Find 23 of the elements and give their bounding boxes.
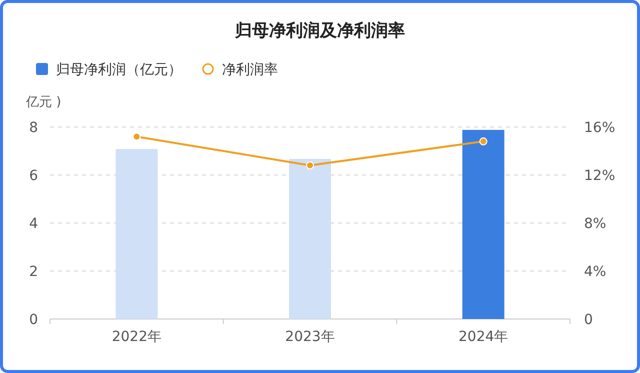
y-tick-label: 4: [29, 216, 38, 232]
y-tick-label: 0: [29, 312, 38, 328]
x-tick-label: 2022年: [112, 329, 162, 345]
y-axis-title: 亿元 ): [25, 95, 62, 110]
y-tick-label: 6: [29, 168, 38, 184]
x-tick-label: 2024年: [458, 329, 508, 345]
y2-tick-label: 4%: [584, 264, 606, 280]
y-tick-label: 8: [29, 120, 38, 136]
y-tick-label: 2: [29, 264, 38, 280]
legend-label: 归母净利润（亿元）: [56, 62, 182, 78]
bar: [116, 149, 158, 319]
y2-tick-label: 0: [584, 312, 593, 328]
point: [132, 132, 141, 141]
y2-tick-label: 12%: [584, 168, 616, 184]
y2-tick-label: 8%: [584, 216, 606, 232]
chart-title: 归母净利润及净利润率: [234, 21, 405, 41]
point: [479, 137, 488, 146]
y2-tick-label: 16%: [584, 120, 616, 136]
bar: [289, 158, 331, 319]
x-tick-label: 2023年: [285, 329, 335, 345]
point: [306, 161, 314, 170]
legend-label: 净利润率: [222, 62, 278, 78]
bar: [462, 130, 504, 319]
